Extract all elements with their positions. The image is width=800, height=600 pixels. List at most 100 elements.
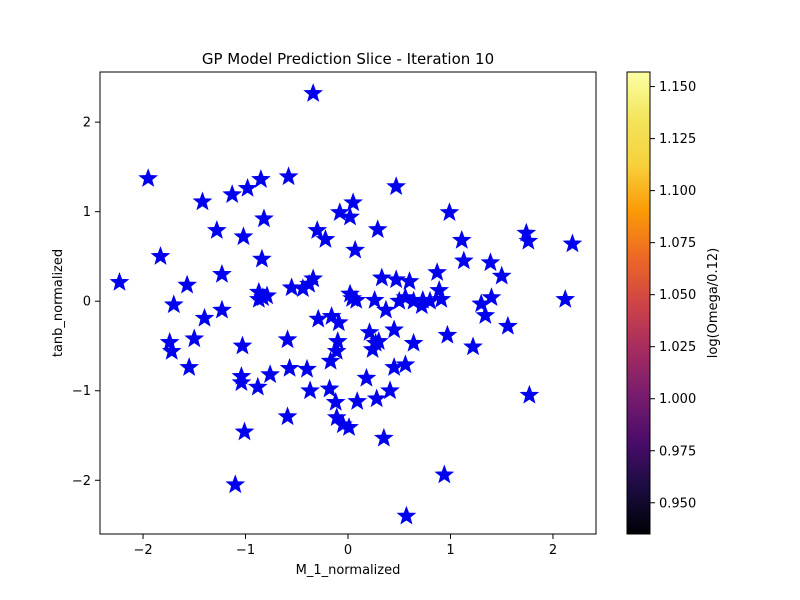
data-point (376, 299, 396, 319)
data-point (343, 192, 363, 212)
data-point (109, 272, 130, 291)
colorbar-tick-label: 1.050 (659, 288, 696, 303)
data-point (374, 427, 394, 447)
data-point (307, 220, 328, 239)
x-tick-label: −1 (236, 543, 255, 558)
data-point (339, 417, 359, 436)
colorbar-tick-label: 0.950 (659, 496, 696, 511)
data-point (453, 250, 474, 270)
colorbar-ticks: 0.950 0.975 1.000 1.025 1.050 1.075 1.100 1.125… (650, 80, 696, 511)
x-axis-label: M_1_normalized (296, 563, 401, 578)
data-point (251, 169, 271, 188)
colorbar-tick-label: 1.000 (659, 392, 696, 407)
data-point (491, 265, 512, 285)
data-point (356, 367, 377, 387)
data-point (299, 273, 319, 293)
colorbar (626, 71, 651, 535)
data-point (403, 332, 424, 352)
data-point (411, 295, 432, 315)
data-point (498, 315, 518, 335)
data-point (159, 332, 180, 351)
x-tick-label: 2 (549, 543, 557, 558)
data-point (359, 322, 380, 341)
data-point (384, 319, 404, 339)
data-point (233, 226, 254, 246)
data-point (371, 267, 392, 287)
data-point (231, 372, 252, 392)
data-point (451, 229, 472, 249)
data-point (308, 308, 329, 328)
y-tick-label: 0 (83, 295, 91, 310)
data-point (279, 358, 300, 377)
y-tick-label: 1 (83, 205, 91, 220)
data-point (367, 219, 388, 238)
x-tick-label: −2 (133, 543, 152, 558)
data-point (163, 294, 184, 314)
points-layer (109, 83, 583, 525)
data-point (278, 166, 299, 186)
data-point (277, 406, 298, 426)
data-point (386, 176, 407, 195)
data-point (234, 421, 255, 441)
data-point (206, 220, 227, 239)
data-point (345, 239, 366, 259)
colorbar-tick-label: 1.025 (659, 340, 696, 355)
data-point (368, 331, 389, 350)
data-point (439, 202, 460, 221)
data-point (463, 336, 483, 356)
data-point (320, 350, 341, 370)
data-point (437, 324, 458, 344)
data-point (362, 339, 383, 358)
data-point (395, 354, 416, 374)
data-point (471, 293, 492, 313)
colorbar-label: log(Omega/0.12) (706, 248, 721, 358)
data-point (138, 168, 159, 187)
y-axis-ticks: −2 −1 0 1 2 (72, 116, 100, 489)
data-point (212, 263, 232, 283)
data-point (340, 206, 360, 226)
colorbar-tick-label: 1.075 (659, 236, 696, 251)
data-point (386, 269, 407, 289)
x-tick-label: 1 (446, 543, 454, 558)
data-point (319, 378, 340, 398)
data-point (480, 252, 501, 272)
data-point (260, 364, 280, 384)
data-point (347, 391, 368, 410)
data-point (237, 178, 258, 197)
data-point (427, 262, 448, 281)
y-tick-label: −1 (72, 384, 91, 399)
y-tick-label: −2 (72, 474, 91, 489)
data-point (161, 340, 182, 360)
data-point (247, 376, 268, 396)
data-point (225, 474, 246, 494)
data-point (475, 305, 496, 324)
data-point (329, 202, 350, 221)
data-point (194, 307, 215, 327)
colorbar-tick-label: 0.975 (659, 444, 696, 459)
data-point (326, 340, 347, 360)
data-point (431, 289, 452, 308)
data-point (184, 328, 205, 348)
y-tick-label: 2 (83, 116, 91, 131)
data-point (384, 357, 404, 376)
data-point (364, 289, 385, 309)
data-point (277, 329, 298, 349)
data-point (177, 274, 197, 294)
data-point (281, 277, 302, 297)
data-point (254, 208, 274, 228)
data-point (399, 271, 420, 290)
data-point (519, 384, 540, 404)
data-point (434, 464, 455, 484)
data-point (297, 358, 317, 378)
data-point (192, 191, 213, 211)
data-point (150, 246, 171, 265)
data-point (346, 289, 367, 309)
colorbar-tick-label: 1.125 (659, 132, 696, 147)
data-point (481, 287, 502, 307)
data-point (328, 312, 349, 332)
data-point (396, 505, 417, 525)
y-axis-label: tanb_normalized (51, 249, 66, 357)
data-point (212, 299, 232, 319)
data-point (179, 357, 200, 376)
